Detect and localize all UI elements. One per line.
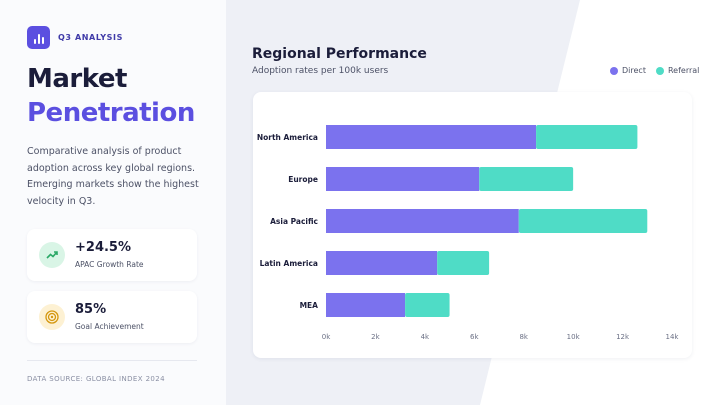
stat-label: APAC Growth Rate (75, 260, 144, 269)
x-tick-label: 10k (567, 333, 581, 341)
bar-referral (437, 251, 490, 275)
x-tick-label: 2k (371, 333, 380, 341)
legend-swatch (610, 66, 618, 75)
x-tick-label: 12k (616, 333, 630, 341)
stat-value: +24.5% (75, 240, 131, 255)
bar-direct (326, 125, 537, 149)
bar-referral (518, 209, 648, 233)
stat-card-goal: 85% Goal Achievement (27, 291, 197, 343)
category-label: MEA (300, 301, 319, 310)
legend-item-direct: Direct (610, 66, 646, 75)
bar-direct (326, 209, 519, 233)
trend-up-icon (39, 242, 65, 268)
page-description: Comparative analysis of product adoption… (27, 146, 199, 207)
x-tick-label: 4k (421, 333, 430, 341)
section-badge: Q3 ANALYSIS (58, 33, 123, 42)
stat-value: 85% (75, 302, 107, 317)
category-label: Asia Pacific (270, 217, 318, 226)
bar-direct (326, 251, 438, 275)
legend-swatch (655, 66, 664, 75)
data-source-note: DATA SOURCE: GLOBAL INDEX 2024 (27, 375, 165, 383)
bar-direct (326, 293, 406, 317)
bar-chart-icon (27, 26, 50, 49)
target-icon (39, 304, 65, 330)
chart-legend: Direct Referral (610, 66, 699, 75)
divider (27, 360, 197, 361)
category-label: Europe (288, 175, 318, 184)
bar-referral (405, 293, 450, 317)
x-tick-label: 6k (470, 333, 479, 341)
page-title-line2: Penetration (27, 98, 195, 128)
page-title-line1: Market (27, 64, 127, 94)
stat-card-growth: +24.5% APAC Growth Rate (27, 229, 197, 281)
legend-item-referral: Referral (655, 66, 700, 75)
category-label: Latin America (260, 259, 318, 268)
chart-subtitle: Adoption rates per 100k users (252, 66, 389, 76)
x-tick-label: 0k (322, 333, 331, 341)
bar-direct (326, 167, 480, 191)
bar-referral (479, 167, 574, 191)
legend-label: Direct (622, 66, 646, 75)
category-label: North America (257, 133, 318, 142)
legend-label: Referral (667, 66, 700, 75)
chart-title: Regional Performance (252, 46, 427, 62)
x-tick-label: 8k (519, 333, 528, 341)
stat-label: Goal Achievement (75, 322, 144, 331)
bar-referral (536, 125, 638, 149)
x-tick-label: 14k (666, 333, 680, 341)
